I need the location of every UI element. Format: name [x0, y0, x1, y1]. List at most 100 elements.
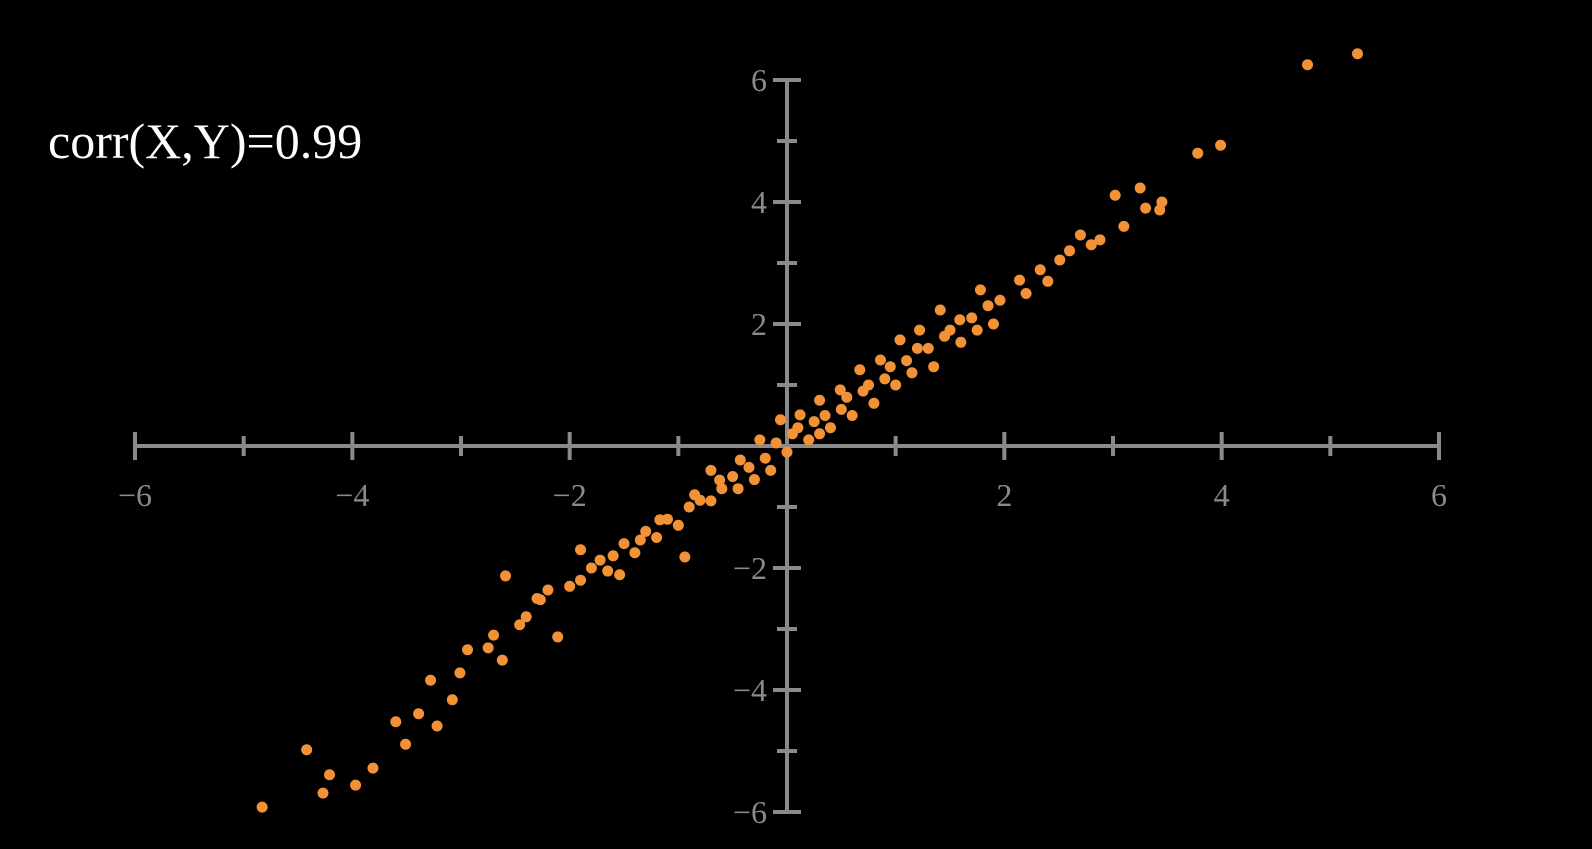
point	[944, 324, 956, 336]
point	[754, 434, 766, 446]
point	[1302, 59, 1314, 71]
point	[814, 394, 826, 406]
point	[350, 779, 362, 791]
point	[982, 300, 994, 312]
point	[743, 461, 755, 473]
point	[914, 324, 926, 336]
x-tick-label: 2	[996, 477, 1012, 513]
y-tick-label: −6	[733, 794, 767, 830]
point	[1064, 245, 1076, 257]
point	[727, 471, 739, 482]
point	[1014, 274, 1026, 286]
point	[552, 631, 564, 643]
point	[894, 334, 906, 346]
point	[808, 416, 820, 428]
point	[390, 716, 402, 728]
point	[922, 342, 934, 354]
point	[1034, 264, 1046, 276]
point	[679, 551, 691, 563]
point	[854, 364, 866, 376]
point	[834, 384, 846, 396]
point	[514, 619, 526, 631]
point	[774, 414, 786, 426]
point	[824, 422, 836, 434]
point	[928, 361, 940, 373]
point	[879, 373, 891, 385]
point	[781, 446, 793, 458]
point	[705, 495, 717, 507]
point	[987, 318, 999, 330]
point	[1215, 139, 1227, 151]
point	[714, 474, 726, 486]
point	[911, 342, 923, 354]
point	[994, 294, 1006, 306]
x-tick-label: 4	[1214, 477, 1230, 513]
point	[863, 379, 874, 391]
point	[971, 324, 983, 336]
point	[683, 501, 695, 513]
point	[482, 642, 494, 654]
y-tick-label: −4	[733, 672, 767, 708]
point	[1085, 239, 1097, 251]
point	[629, 547, 641, 559]
point	[1054, 254, 1066, 266]
point	[841, 391, 853, 403]
point	[1109, 189, 1121, 201]
point	[661, 513, 673, 525]
annotation: corr(X,Y)=0.99	[48, 113, 362, 169]
point	[814, 428, 826, 440]
point	[716, 483, 728, 495]
point	[651, 532, 663, 543]
point	[884, 361, 896, 373]
point	[1042, 275, 1054, 287]
point	[607, 550, 619, 562]
point	[317, 787, 329, 799]
point	[1192, 147, 1204, 159]
point	[1156, 196, 1168, 208]
point	[846, 410, 858, 421]
point	[934, 304, 946, 316]
point	[835, 403, 847, 415]
point	[868, 397, 880, 409]
point	[792, 422, 804, 434]
x-tick-label: 6	[1431, 477, 1447, 513]
point	[689, 489, 701, 501]
point	[496, 654, 508, 666]
point	[759, 452, 771, 464]
point	[367, 762, 379, 774]
point	[500, 570, 512, 582]
point	[488, 629, 500, 641]
point	[431, 720, 443, 732]
point	[575, 574, 587, 586]
point	[705, 464, 717, 476]
point	[400, 738, 412, 750]
point	[602, 565, 614, 577]
point	[966, 312, 978, 324]
point	[819, 410, 831, 421]
point	[1118, 220, 1130, 232]
point	[1074, 229, 1086, 241]
point	[1134, 182, 1146, 194]
point	[732, 483, 744, 495]
point	[955, 336, 967, 348]
point	[618, 538, 630, 550]
point	[520, 611, 532, 623]
point	[874, 354, 886, 366]
point	[901, 355, 913, 367]
point	[585, 562, 597, 574]
point	[954, 314, 966, 326]
point	[906, 367, 918, 379]
point	[425, 674, 437, 686]
point	[1352, 48, 1363, 60]
x-tick-label: −6	[118, 477, 152, 513]
point	[256, 801, 268, 813]
point	[462, 644, 474, 656]
point	[301, 744, 313, 756]
point	[542, 584, 554, 596]
point	[564, 580, 576, 592]
point	[446, 694, 458, 706]
point	[640, 525, 652, 537]
x-tick-label: −2	[553, 477, 587, 513]
point	[748, 474, 760, 486]
